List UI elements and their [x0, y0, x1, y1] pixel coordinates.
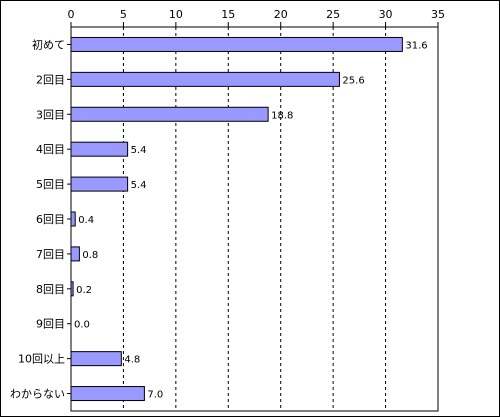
bar	[70, 386, 145, 402]
gridlines	[122, 27, 387, 411]
labels: 0 5 10 15 20 25 30 35 初めて 31.6 2回目 25.6 3回目 18.8 4回目 5.…	[10, 8, 445, 401]
category-label: 3回目	[36, 108, 65, 121]
bars	[70, 36, 403, 402]
bar	[70, 351, 122, 367]
category-label: 5回目	[36, 178, 65, 191]
category-label: 10回以上	[18, 353, 65, 366]
value-label: 7.0	[147, 390, 163, 401]
category-label: 8回目	[36, 283, 65, 296]
category-label: 6回目	[36, 213, 65, 226]
value-label: 0.2	[76, 285, 92, 296]
category-label: 7回目	[36, 248, 65, 261]
bar	[70, 176, 129, 192]
bar	[70, 281, 74, 297]
category-label: わからない	[10, 388, 65, 401]
category-label: 4回目	[36, 143, 65, 156]
value-label: 18.8	[271, 110, 293, 121]
x-tick-label: 30	[379, 8, 393, 21]
bar	[70, 106, 269, 122]
category-label: 初めて	[32, 37, 65, 51]
x-tick-label: 35	[431, 8, 445, 21]
category-label: 2回目	[36, 73, 65, 86]
bar	[70, 246, 80, 262]
bar	[70, 36, 403, 52]
value-label: 31.6	[405, 40, 427, 51]
x-tick-label: 20	[274, 8, 288, 21]
bar	[70, 141, 129, 157]
value-label: 0.0	[74, 320, 90, 331]
x-tick-label: 10	[169, 8, 183, 21]
value-label: 25.6	[342, 75, 364, 86]
x-tick-label: 15	[221, 8, 235, 21]
value-label: 4.8	[124, 355, 140, 366]
value-label: 0.8	[82, 250, 98, 261]
bar	[70, 211, 76, 227]
x-tick-label: 25	[326, 8, 340, 21]
x-tick-label: 5	[120, 8, 127, 21]
category-label: 9回目	[36, 318, 65, 331]
value-label: 5.4	[131, 145, 147, 156]
bar	[70, 71, 340, 87]
x-tick-label: 0	[68, 8, 75, 21]
value-label: 5.4	[131, 180, 147, 191]
value-label: 0.4	[78, 215, 94, 226]
